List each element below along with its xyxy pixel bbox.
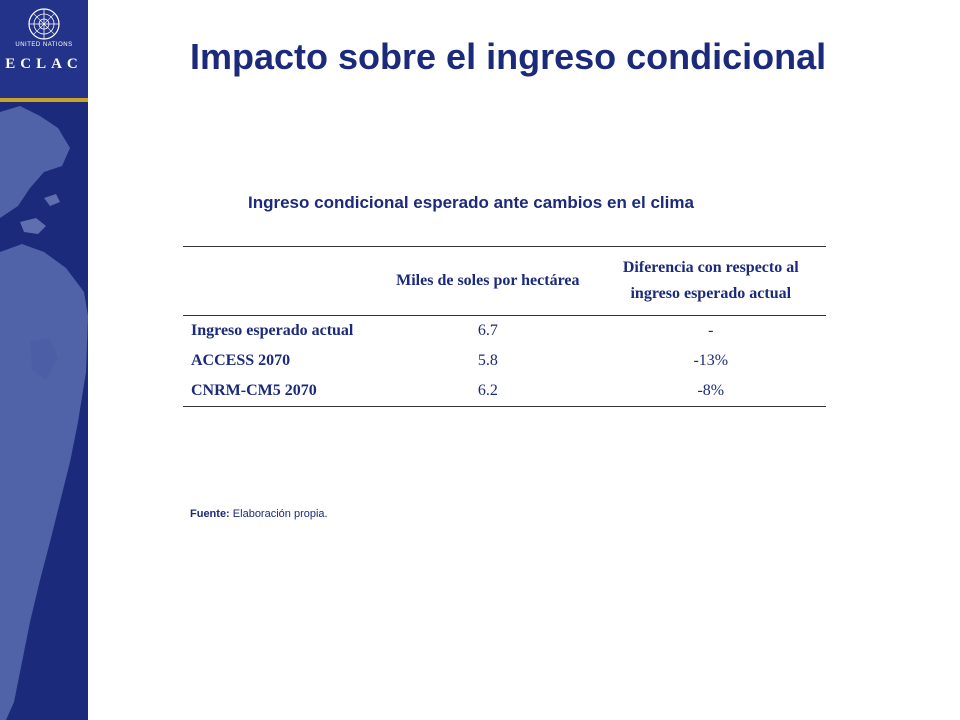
un-emblem-icon: [28, 8, 60, 40]
accent-line: [0, 98, 88, 102]
row-value: 5.8: [477, 352, 498, 369]
table-row: CNRM-CM5 2070 6.2 -8%: [183, 376, 826, 407]
row-difference: -13%: [693, 352, 729, 369]
source-note: Fuente: Elaboración propia.: [190, 508, 328, 520]
row-label: CNRM-CM5 2070: [191, 382, 317, 399]
row-difference: -8%: [697, 382, 725, 399]
logo-area: UNITED NATIONS ECLAC: [0, 0, 88, 98]
sidebar-band: UNITED NATIONS ECLAC: [0, 0, 88, 720]
row-value: 6.7: [477, 322, 498, 339]
south-america-map-icon: [0, 106, 88, 720]
income-table: Miles de soles por hectárea Diferencia c…: [183, 246, 826, 407]
header-value: Miles de soles por hectárea: [396, 272, 580, 289]
table-header-row: Miles de soles por hectárea Diferencia c…: [183, 246, 826, 316]
table-title: Ingreso condicional esperado ante cambio…: [248, 193, 694, 212]
un-label: UNITED NATIONS: [15, 42, 73, 48]
row-value: 6.2: [477, 382, 498, 399]
header-difference: Diferencia con respecto al ingreso esper…: [622, 259, 799, 302]
row-label: ACCESS 2070: [191, 352, 291, 369]
row-difference: -: [708, 322, 714, 339]
source-label: Fuente:: [190, 508, 230, 520]
table-row: ACCESS 2070 5.8 -13%: [183, 346, 826, 376]
source-text: Elaboración propia.: [232, 508, 328, 520]
header-empty: [183, 247, 380, 316]
table-row: Ingreso esperado actual 6.7 -: [183, 316, 826, 347]
row-label: Ingreso esperado actual: [191, 322, 354, 339]
eclac-label: ECLAC: [5, 56, 83, 72]
page-title: Impacto sobre el ingreso condicional: [190, 36, 827, 77]
